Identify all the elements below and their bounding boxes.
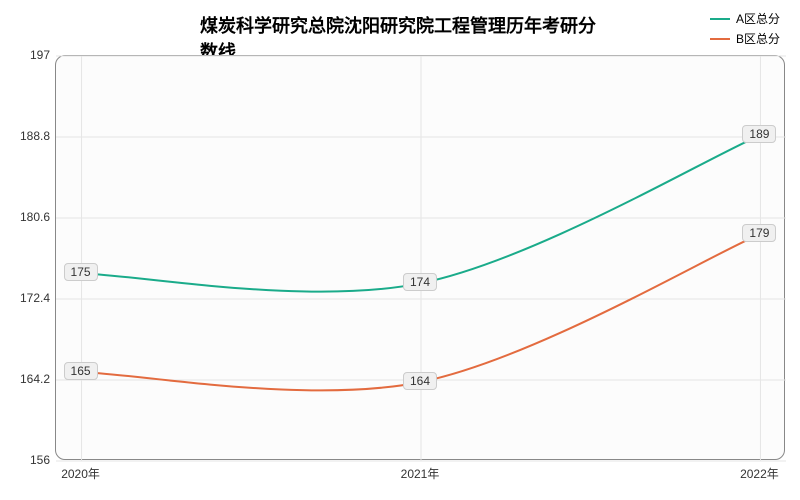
plot-area [55, 55, 785, 460]
chart-container: 煤炭科学研究总院沈阳研究院工程管理历年考研分数线 A区总分 B区总分 15616… [0, 0, 800, 500]
legend-label-b: B区总分 [736, 30, 780, 47]
data-label: 189 [742, 125, 776, 143]
y-tick-label: 188.8 [15, 129, 50, 143]
y-tick-label: 164.2 [15, 372, 50, 386]
legend: A区总分 B区总分 [710, 10, 780, 50]
legend-label-a: A区总分 [736, 10, 780, 27]
x-tick-label: 2021年 [401, 465, 440, 482]
legend-swatch-b [710, 38, 730, 40]
y-tick-label: 172.4 [15, 291, 50, 305]
x-tick-label: 2022年 [740, 465, 779, 482]
legend-item-a: A区总分 [710, 10, 780, 27]
data-label: 174 [403, 273, 437, 291]
data-label: 179 [742, 224, 776, 242]
data-label: 165 [64, 362, 98, 380]
y-tick-label: 156 [15, 453, 50, 467]
y-tick-label: 197 [15, 48, 50, 62]
legend-item-b: B区总分 [710, 30, 780, 47]
x-tick-label: 2020年 [61, 465, 100, 482]
chart-svg [56, 56, 784, 459]
y-tick-label: 180.6 [15, 210, 50, 224]
legend-swatch-a [710, 18, 730, 20]
data-label: 175 [64, 263, 98, 281]
data-label: 164 [403, 372, 437, 390]
